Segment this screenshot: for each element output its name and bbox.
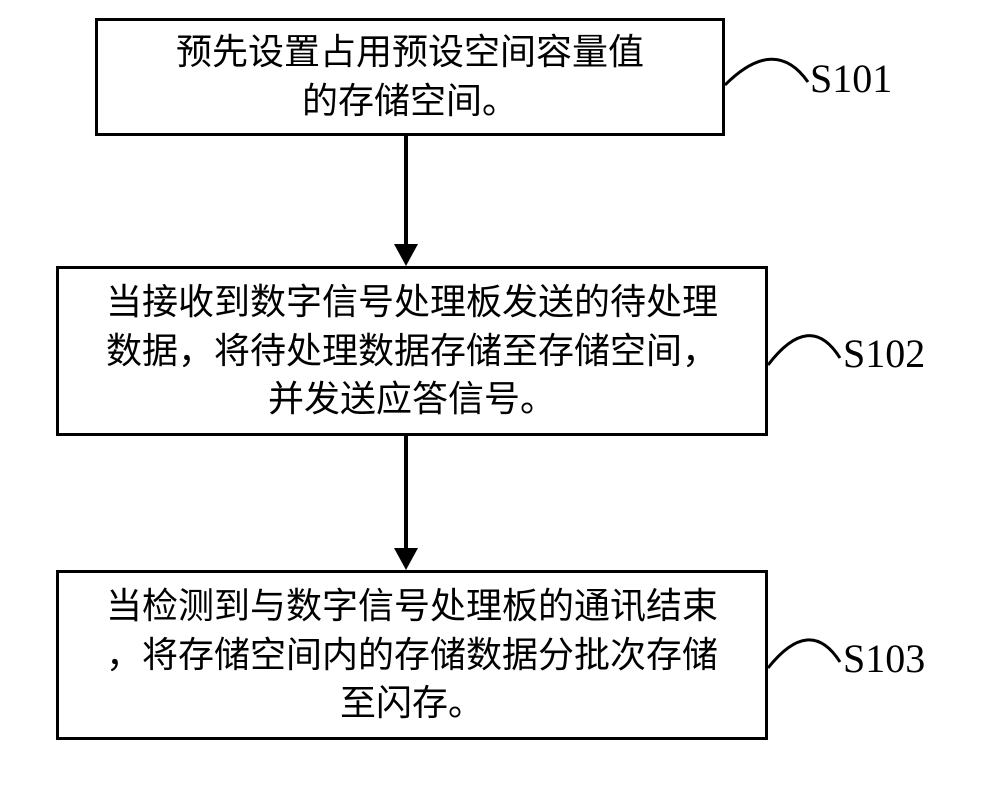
step-label-s103: S103 bbox=[843, 635, 925, 682]
flowchart-canvas: 预先设置占用预设空间容量值 的存储空间。 S101 当接收到数字信号处理板发送的… bbox=[0, 0, 1000, 788]
